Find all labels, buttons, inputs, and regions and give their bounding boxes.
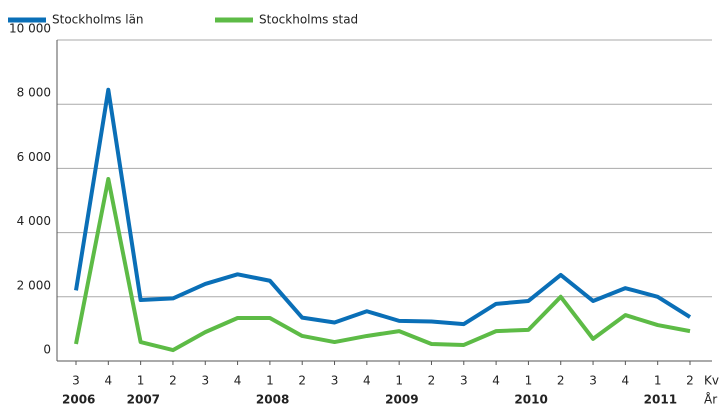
year-label: 2006: [62, 393, 95, 407]
x-tick-label: 1: [654, 374, 662, 388]
series-line: [74, 176, 691, 353]
year-axis-label: År: [704, 392, 717, 407]
x-tick-label: 2: [428, 374, 436, 388]
x-axis-label: Kv: [704, 374, 719, 388]
x-tick-label: 2: [169, 374, 177, 388]
year-label: 2007: [127, 393, 160, 407]
y-tick-label: 10 000: [9, 22, 51, 36]
x-tick-label: 4: [622, 374, 630, 388]
x-tick-label: 1: [395, 374, 403, 388]
year-label: 2011: [644, 393, 677, 407]
series-line: [74, 87, 692, 327]
x-tick-label: 3: [589, 374, 597, 388]
x-tick-label: 4: [104, 374, 112, 388]
x-tick-label: 2: [557, 374, 565, 388]
x-tick-label: 3: [460, 374, 468, 388]
x-tick-label: 1: [525, 374, 533, 388]
x-tick-label: 4: [492, 374, 500, 388]
legend-label: Stockholms stad: [259, 13, 358, 27]
year-label: 2010: [514, 393, 547, 407]
x-tick-label: 4: [234, 374, 242, 388]
year-label: 2009: [385, 393, 418, 407]
x-tick-label: 3: [201, 374, 209, 388]
y-tick-label: 0: [43, 343, 51, 357]
x-tick-label: 3: [331, 374, 339, 388]
y-tick-label: 4 000: [17, 214, 51, 228]
x-tick-label: 2: [686, 374, 694, 388]
x-tick-label: 4: [363, 374, 371, 388]
x-tick-label: 2: [298, 374, 306, 388]
y-tick-label: 2 000: [17, 278, 51, 292]
y-tick-label: 8 000: [17, 86, 51, 100]
x-tick-label: 3: [72, 374, 80, 388]
legend-label: Stockholms län: [52, 13, 144, 27]
year-label: 2008: [256, 393, 289, 407]
x-tick-label: 1: [137, 374, 145, 388]
y-tick-label: 6 000: [17, 150, 51, 164]
x-tick-label: 1: [266, 374, 274, 388]
